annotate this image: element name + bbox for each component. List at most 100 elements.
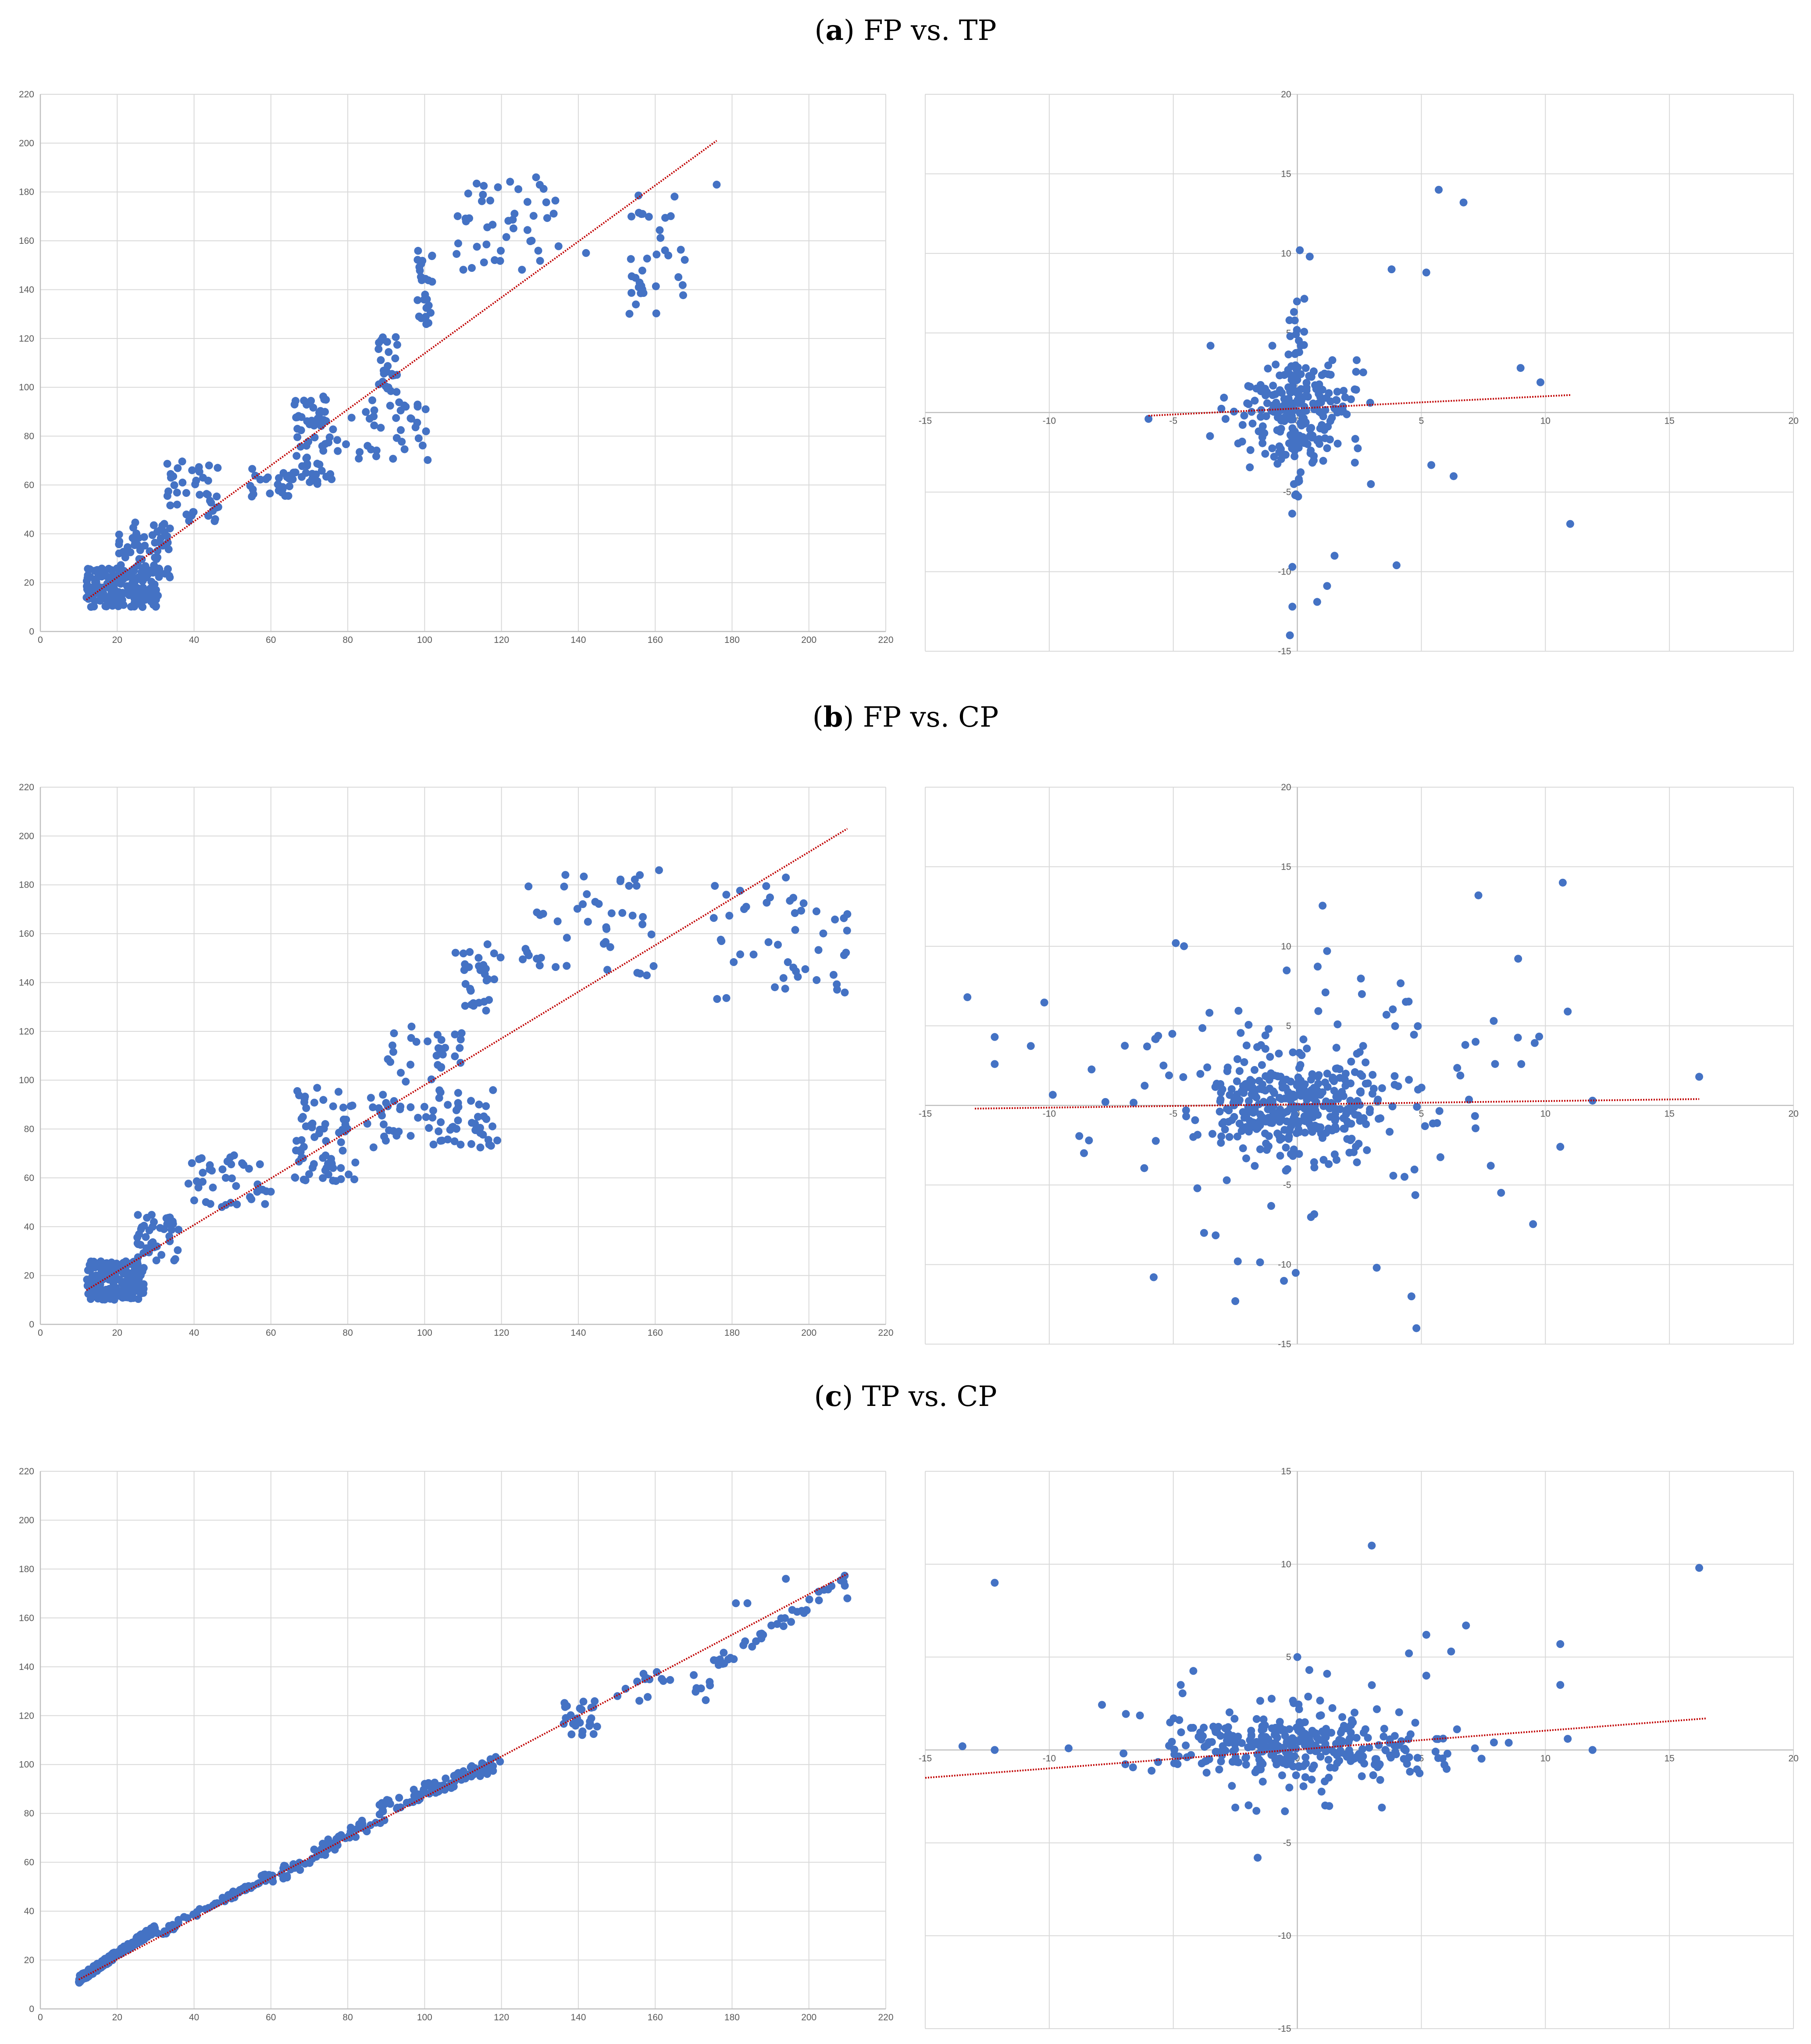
data-point [1251, 1768, 1259, 1776]
x-tick-label: 220 [878, 635, 893, 645]
data-point [1351, 1709, 1359, 1717]
data-point [782, 1575, 790, 1583]
data-point [636, 871, 644, 879]
data-point [1357, 974, 1365, 983]
data-point [1288, 510, 1296, 518]
data-point [1456, 1071, 1465, 1080]
data-point [1276, 371, 1284, 380]
data-point [398, 438, 406, 446]
data-point [437, 1118, 445, 1126]
y-tick-label: 200 [19, 138, 34, 148]
data-point [1172, 939, 1180, 947]
data-point [621, 1684, 630, 1693]
data-point [473, 243, 481, 251]
data-point [1216, 1107, 1224, 1116]
data-point [1183, 1753, 1191, 1762]
data-point [1535, 1032, 1544, 1041]
data-point [784, 958, 792, 967]
data-point [319, 446, 328, 455]
data-point [87, 603, 95, 611]
data-point [1286, 400, 1294, 408]
data-point [1275, 1049, 1283, 1058]
x-tick-label: 100 [417, 2012, 432, 2023]
data-point [385, 1126, 393, 1134]
data-point [1258, 1061, 1266, 1069]
data-point [639, 913, 647, 921]
data-point [1261, 1031, 1269, 1039]
data-point [299, 1175, 308, 1184]
data-point [1362, 1058, 1370, 1067]
data-point [1265, 1076, 1273, 1084]
data-point [1405, 1076, 1413, 1084]
data-point [479, 1131, 487, 1139]
data-point [194, 1183, 203, 1191]
data-point [758, 1630, 766, 1638]
data-point [635, 1697, 644, 1705]
data-point [1264, 364, 1272, 373]
data-point [249, 490, 257, 498]
data-point [205, 461, 213, 470]
data-point [713, 995, 721, 1003]
data-point [1283, 1738, 1291, 1746]
data-point [452, 1106, 460, 1114]
data-point [1316, 1091, 1325, 1099]
data-point [183, 1914, 192, 1922]
data-point [153, 547, 162, 555]
data-point [435, 1127, 443, 1135]
data-point [1254, 1854, 1262, 1862]
data-point [1301, 1753, 1310, 1762]
data-point [461, 214, 470, 223]
data-point [1242, 1123, 1250, 1131]
panel-c-title: (c) TP vs. CP [814, 1380, 997, 1413]
data-point [1242, 1080, 1251, 1088]
y-tick-label: 180 [19, 880, 34, 890]
data-point [262, 1187, 271, 1195]
data-point [1566, 520, 1574, 528]
data-point [1295, 399, 1303, 407]
data-point [313, 480, 321, 488]
data-point [301, 1092, 309, 1101]
data-point [1321, 406, 1330, 414]
data-point [152, 1256, 160, 1265]
data-point [591, 1697, 599, 1705]
data-point [1558, 878, 1567, 887]
x-tick-label: -15 [919, 1754, 932, 1764]
data-point [1352, 1734, 1361, 1742]
x-tick-label: 5 [1419, 1109, 1424, 1119]
data-point [656, 226, 664, 234]
data-point [831, 915, 839, 924]
data-point [1346, 1079, 1355, 1088]
data-point [1245, 1097, 1253, 1105]
data-point [1260, 429, 1269, 437]
data-point [167, 1219, 175, 1227]
x-tick-label: 180 [724, 635, 740, 645]
data-point [486, 1755, 495, 1763]
data-point [1263, 399, 1271, 407]
panel-b-title: (b) FP vs. CP [812, 701, 999, 734]
data-point [1296, 1061, 1305, 1069]
data-point [1414, 1022, 1422, 1030]
data-point [1447, 1647, 1455, 1655]
data-point [190, 1196, 198, 1205]
data-point [958, 1742, 966, 1751]
gridlines [925, 787, 1794, 1345]
data-point [1317, 1787, 1326, 1796]
data-point [1293, 1653, 1301, 1661]
data-point [471, 1120, 479, 1128]
data-point [1289, 1152, 1297, 1160]
data-point [1434, 1754, 1442, 1762]
data-point [168, 1226, 176, 1234]
data-point [1237, 1029, 1245, 1037]
data-point [1202, 1769, 1211, 1777]
data-point [1296, 246, 1304, 254]
data-point [296, 442, 305, 451]
data-point [1257, 406, 1266, 414]
chart-c-left: 0 20 40 60 80 100 120 140 160 180 200 220 0 20 40 60 80 1… [0, 1456, 903, 2044]
data-point [292, 452, 301, 460]
data-point [424, 1037, 432, 1045]
data-point [1302, 1759, 1310, 1768]
data-point [308, 1123, 316, 1131]
data-point [209, 507, 217, 515]
data-point [1304, 1692, 1312, 1701]
